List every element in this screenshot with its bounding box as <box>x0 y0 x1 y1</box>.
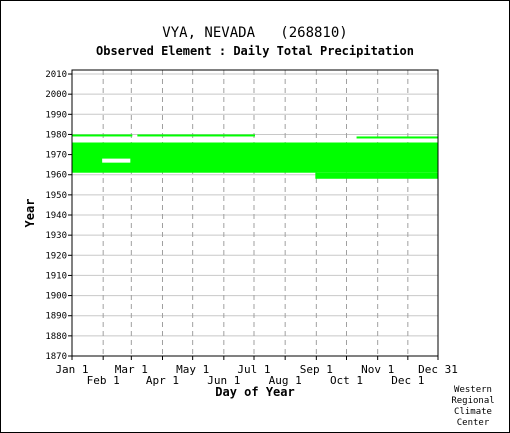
y-tick-label: 2000 <box>45 90 67 100</box>
y-tick-label: 1950 <box>45 191 67 201</box>
data-block <box>72 134 133 137</box>
y-tick-label: 1870 <box>45 352 67 362</box>
data-block <box>315 172 438 179</box>
data-block <box>72 142 438 173</box>
tick-labels: 1870 1880 1890 1900 1910 1920 1930 1940 1950 1960… <box>45 70 458 387</box>
x-tick-label: Jun 1 <box>207 374 240 387</box>
y-tick-label: 1900 <box>45 292 67 302</box>
data-block <box>72 142 230 145</box>
x-tick-label: Aug 1 <box>269 374 302 387</box>
x-tick-label: Sep 1 <box>300 363 333 376</box>
y-tick-label: 1960 <box>45 171 67 181</box>
x-tick-label: Feb 1 <box>87 374 120 387</box>
axes <box>68 69 439 360</box>
y-tick-label: 1920 <box>45 251 67 261</box>
x-tick-label: Mar 1 <box>115 363 148 376</box>
data-blocks <box>72 134 438 179</box>
data-block <box>137 134 255 137</box>
plot-border <box>71 69 439 357</box>
y-tick-label: 1930 <box>45 231 67 241</box>
x-tick-label: Nov 1 <box>361 363 394 376</box>
y-tick-label: 1940 <box>45 211 67 221</box>
x-axis-title: Day of Year <box>215 385 294 399</box>
y-axis-title: Year <box>23 199 37 228</box>
y-tick-label: 1880 <box>45 332 67 342</box>
credit-block: Western Regional Climate Center <box>443 385 503 429</box>
y-tick-label: 1890 <box>45 312 67 322</box>
x-tick-label: Jan 1 <box>55 363 88 376</box>
y-tick-label: 1910 <box>45 271 67 281</box>
x-tick-label: May 1 <box>176 363 209 376</box>
y-tick-label: 1980 <box>45 130 67 140</box>
data-block <box>356 136 438 139</box>
station-title: VYA, NEVADA (268810) <box>162 25 348 41</box>
y-tick-label: 1970 <box>45 151 67 161</box>
data-gaps <box>102 158 131 163</box>
data-gap <box>102 158 131 163</box>
x-tick-label: Apr 1 <box>146 374 179 387</box>
element-title: Observed Element : Daily Total Precipita… <box>96 44 414 58</box>
credit-line: Center <box>456 418 490 428</box>
y-tick-label: 1990 <box>45 110 67 120</box>
plot-area <box>72 70 438 356</box>
credit-line: Regional <box>451 396 495 406</box>
x-tick-label: Oct 1 <box>330 374 363 387</box>
plot-background <box>72 70 438 356</box>
x-tick-label: Dec 1 <box>391 374 424 387</box>
x-tick-label: Jul 1 <box>237 363 270 376</box>
y-tick-label: 2010 <box>45 70 67 80</box>
x-tick-label: Dec 31 <box>418 363 458 376</box>
credit-line: Climate <box>454 407 492 417</box>
credit-line: Western <box>454 385 492 395</box>
